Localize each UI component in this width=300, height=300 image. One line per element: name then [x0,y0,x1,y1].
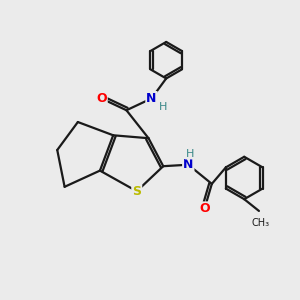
Text: N: N [183,158,194,171]
Text: N: N [146,92,157,105]
Text: H: H [158,102,167,112]
Text: CH₃: CH₃ [251,218,269,228]
Text: O: O [96,92,107,105]
Text: S: S [132,185,141,198]
Text: H: H [186,148,194,158]
Text: O: O [199,202,210,215]
